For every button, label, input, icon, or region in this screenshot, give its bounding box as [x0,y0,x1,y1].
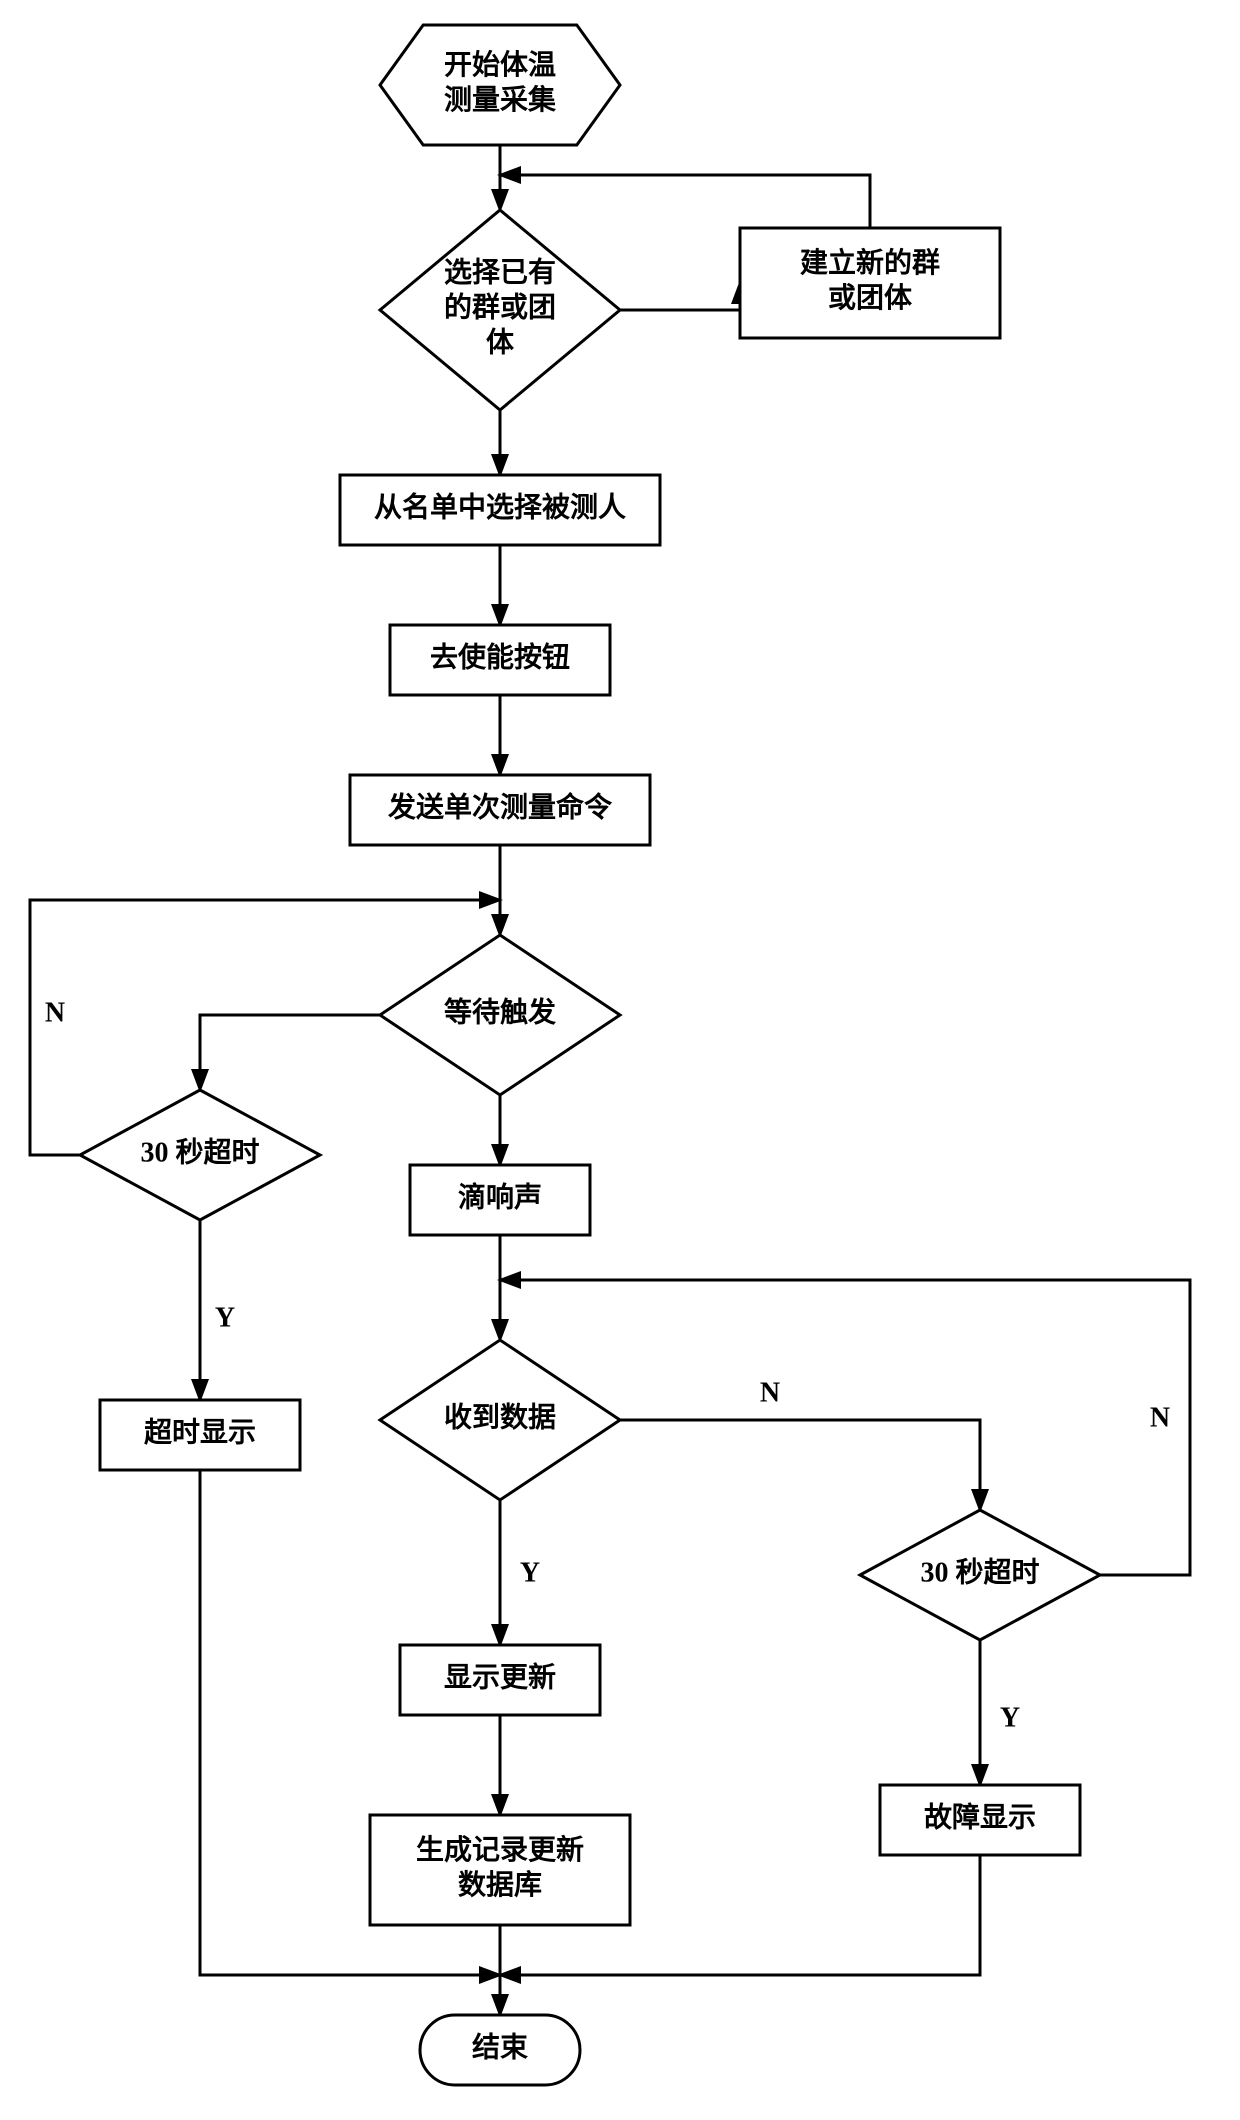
edge [620,283,740,310]
svg-text:滴响声: 滴响声 [458,1180,542,1213]
svg-text:生成记录更新: 生成记录更新 [416,1834,584,1866]
svg-text:数据库: 数据库 [458,1869,542,1901]
svg-text:Y: Y [520,1557,540,1588]
svg-text:N: N [760,1377,780,1408]
svg-text:选择已有: 选择已有 [444,256,556,288]
svg-text:超时显示: 超时显示 [144,1416,256,1448]
svg-text:去使能按钮: 去使能按钮 [430,640,570,673]
svg-text:N: N [45,997,65,1028]
svg-text:等待触发: 等待触发 [444,995,556,1028]
svg-text:或团体: 或团体 [828,282,913,314]
svg-text:收到数据: 收到数据 [444,1401,556,1433]
svg-text:结束: 结束 [472,2031,528,2063]
svg-text:发送单次测量命令: 发送单次测量命令 [387,790,613,823]
edge [200,1015,380,1090]
svg-text:开始体温: 开始体温 [444,49,556,81]
svg-text:N: N [1150,1402,1170,1433]
svg-text:测量采集: 测量采集 [444,84,556,116]
svg-text:建立新的群: 建立新的群 [800,246,940,279]
svg-text:Y: Y [1000,1702,1020,1733]
svg-text:的群或团: 的群或团 [444,290,556,323]
svg-text:体: 体 [486,326,515,358]
edge [620,1420,980,1510]
flowchart-svg: N Y Y N N Y 开始体温测量采集选择已有的群或团体 建立新的群或团体从名单中选择被测人… [0,0,1240,2120]
svg-text:30 秒超时: 30 秒超时 [920,1556,1039,1588]
edge [500,175,870,228]
svg-text:Y: Y [215,1302,235,1333]
svg-text:从名单中选择被测人: 从名单中选择被测人 [374,491,626,523]
svg-text:显示更新: 显示更新 [444,1661,556,1693]
svg-text:故障显示: 故障显示 [924,1800,1036,1833]
svg-text:30 秒超时: 30 秒超时 [140,1136,259,1168]
